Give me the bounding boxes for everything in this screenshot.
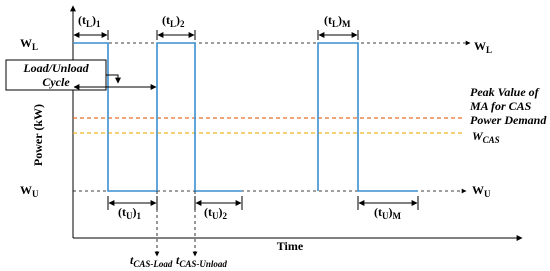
duration-label: (tL)1 (78, 13, 101, 29)
t: CAS (483, 135, 500, 145)
t: L (486, 45, 492, 55)
duration-label: (tU)M (374, 205, 402, 221)
level-label: WL (20, 36, 38, 52)
t: W (472, 183, 484, 197)
time-label: tCAS-Unload (176, 253, 227, 269)
t: t (130, 253, 134, 267)
y-axis-label: Power (kW) (31, 104, 45, 166)
level-label: WU (472, 183, 491, 199)
t: t (176, 253, 180, 267)
duration-part: M (342, 19, 351, 29)
duration-part: 1 (96, 19, 101, 29)
t: U (32, 189, 39, 199)
duration-label: (tU)1 (118, 205, 142, 221)
t: W (474, 39, 486, 53)
duration-label: (tL)2 (162, 13, 185, 29)
duration-part: ) (338, 13, 342, 27)
t: L (32, 42, 38, 52)
t: W (472, 129, 484, 143)
duration-part: 2 (180, 19, 185, 29)
peak-label: MA for CAS (469, 99, 532, 113)
x-axis-label: Time (277, 239, 304, 253)
duration-part: U (382, 211, 389, 221)
cycle-arrow (106, 74, 121, 84)
t: U (484, 189, 491, 199)
duration-part: ) (219, 205, 223, 219)
t: CAS-Load (133, 259, 173, 269)
level-label: WL (474, 39, 492, 55)
duration-part: U (126, 211, 133, 221)
duration-part: (t (374, 205, 382, 219)
duration-part: L (170, 19, 176, 29)
duration-part: (t (118, 205, 126, 219)
cycle-label: Load/Unload (22, 61, 89, 75)
duration-part: ) (389, 205, 393, 219)
duration-part: U (212, 211, 219, 221)
duration-part: L (332, 19, 338, 29)
level-label: WCAS (472, 129, 500, 145)
time-label: tCAS-Load (130, 253, 173, 269)
power-wave (317, 42, 418, 192)
duration-part: (t (324, 13, 332, 27)
duration-part: L (86, 19, 92, 29)
t: W (20, 36, 32, 50)
t: CAS-Unload (179, 259, 227, 269)
duration-part: (t (204, 205, 212, 219)
peak-label: Peak Value of (470, 85, 540, 99)
duration-part: (t (162, 13, 170, 27)
duration-part: 1 (137, 211, 142, 221)
duration-label: (tL)M (324, 13, 351, 29)
duration-part: ) (133, 205, 137, 219)
peak-label: Power Demand (470, 113, 547, 127)
cycle-label: Cycle (42, 75, 70, 89)
level-label: WU (20, 183, 39, 199)
power-wave (73, 42, 242, 192)
t: W (20, 183, 32, 197)
duration-part: M (393, 211, 402, 221)
duration-part: (t (78, 13, 86, 27)
duration-part: ) (176, 13, 180, 27)
duration-part: ) (92, 13, 96, 27)
duration-part: 2 (223, 211, 228, 221)
duration-label: (tU)2 (204, 205, 228, 221)
